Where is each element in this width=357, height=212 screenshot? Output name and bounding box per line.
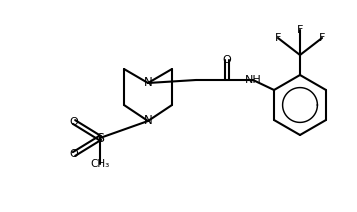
Text: F: F <box>319 33 325 43</box>
Text: O: O <box>70 149 79 159</box>
Text: NH: NH <box>245 75 261 85</box>
Text: CH₃: CH₃ <box>90 159 110 169</box>
Text: O: O <box>70 117 79 127</box>
Text: S: S <box>96 131 104 145</box>
Text: O: O <box>223 55 231 65</box>
Text: N: N <box>144 114 152 127</box>
Text: F: F <box>297 25 303 35</box>
Text: N: N <box>144 77 152 89</box>
Text: F: F <box>275 33 281 43</box>
